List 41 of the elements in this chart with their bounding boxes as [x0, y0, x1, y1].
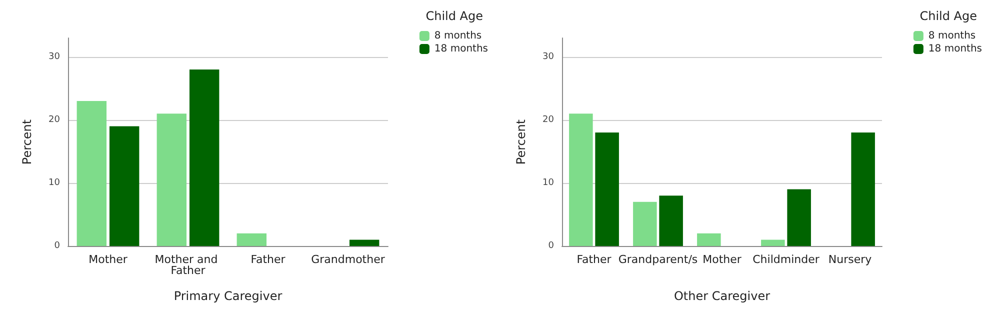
x-axis-title: Other Caregiver: [674, 289, 770, 303]
bar: [851, 132, 875, 246]
y-tick-label: 0: [548, 241, 554, 251]
y-tick-label: 30: [542, 52, 554, 62]
x-axis-title: Primary Caregiver: [174, 289, 282, 303]
y-tick-label: 10: [48, 178, 60, 188]
bar: [787, 189, 811, 246]
legend-label: 18 months: [434, 44, 488, 54]
x-tick-label: Father: [250, 253, 286, 266]
x-tick-label: Nursery: [828, 253, 872, 266]
bar: [659, 196, 683, 246]
y-axis-title: Percent: [20, 119, 34, 165]
bar: [633, 202, 657, 246]
bar: [761, 240, 785, 246]
y-axis-title: Percent: [514, 119, 528, 165]
bar: [569, 114, 593, 246]
legend-title: Child Age: [920, 9, 978, 23]
x-tick-label: Mother and Father: [154, 253, 222, 277]
x-tick-label: Grandparent/s: [618, 253, 698, 266]
legend-title: Child Age: [426, 9, 484, 23]
y-tick-label: 10: [542, 178, 554, 188]
y-tick-label: 0: [54, 241, 60, 251]
legend-label: 8 months: [434, 30, 482, 42]
x-tick-label: Father: [576, 253, 612, 266]
x-tick-label: Childminder: [752, 253, 820, 266]
legend-label: 8 months: [928, 30, 976, 42]
bar: [349, 240, 380, 246]
legend-label: 18 months: [928, 44, 982, 54]
bar: [156, 114, 187, 246]
y-tick-label: 20: [542, 114, 554, 125]
bar: [109, 126, 140, 246]
bar: [189, 70, 220, 246]
bar: [595, 132, 619, 246]
y-tick-label: 30: [48, 52, 60, 62]
y-tick-label: 20: [48, 114, 60, 125]
bar: [236, 233, 267, 246]
x-tick-label: Mother: [702, 253, 742, 266]
x-tick-label: Grandmother: [311, 253, 386, 266]
bar: [697, 233, 721, 246]
x-tick-label: Mother: [88, 253, 128, 266]
bar: [76, 101, 107, 246]
